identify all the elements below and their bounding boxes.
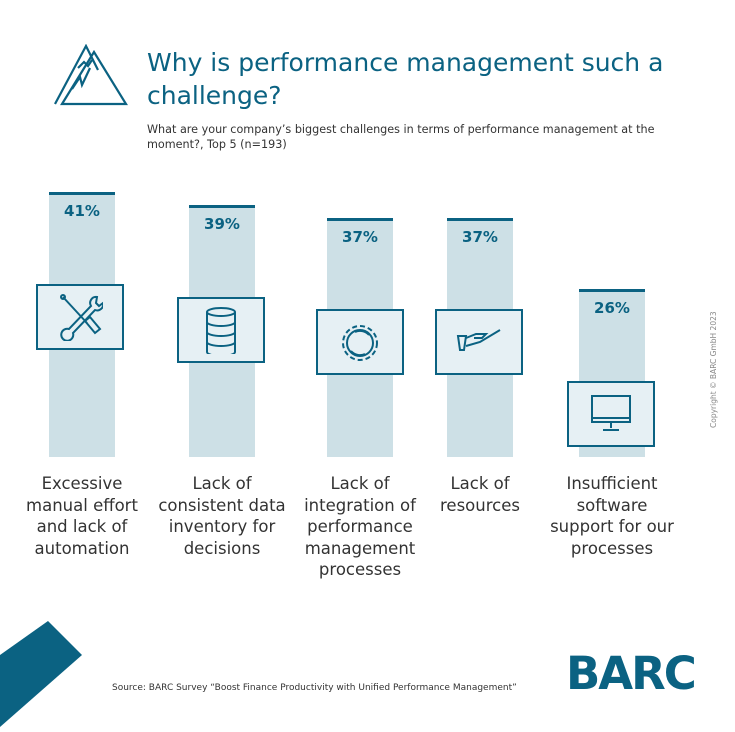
icon-box bbox=[177, 297, 265, 363]
page-title: Why is performance management such a cha… bbox=[147, 48, 664, 110]
icon-box bbox=[435, 309, 523, 375]
category-label: Excessive manual effort and lack of auto… bbox=[26, 474, 138, 558]
barc-logo: BARC bbox=[566, 647, 697, 700]
data-label: 41% bbox=[64, 202, 100, 220]
icon-box bbox=[567, 381, 655, 447]
gear-sync-icon bbox=[342, 325, 378, 361]
database-icon bbox=[206, 307, 236, 354]
data-label: 26% bbox=[594, 298, 630, 317]
mountain-icon bbox=[54, 44, 128, 106]
icon-box bbox=[316, 309, 404, 375]
tools-icon bbox=[60, 294, 103, 341]
subtitle: What are your company’s biggest challeng… bbox=[147, 123, 655, 151]
category-label: Insufficient software support for our pr… bbox=[550, 474, 674, 558]
data-label: 39% bbox=[204, 214, 240, 233]
category-label: Lack of consistent data inventory for de… bbox=[158, 474, 286, 558]
corner-decoration bbox=[0, 621, 82, 727]
data-label: 37% bbox=[342, 227, 378, 246]
hand-icon bbox=[456, 329, 501, 351]
source-note: Source: BARC Survey “Boost Finance Produ… bbox=[112, 683, 517, 693]
icon-box bbox=[36, 284, 124, 350]
monitor-icon bbox=[591, 395, 631, 431]
category-label: Lack of resources bbox=[440, 474, 520, 515]
data-label: 37% bbox=[462, 227, 498, 246]
copyright: Copyright © BARC GmbH 2023 bbox=[709, 311, 718, 428]
category-label: Lack of integration of performance manag… bbox=[304, 474, 416, 579]
